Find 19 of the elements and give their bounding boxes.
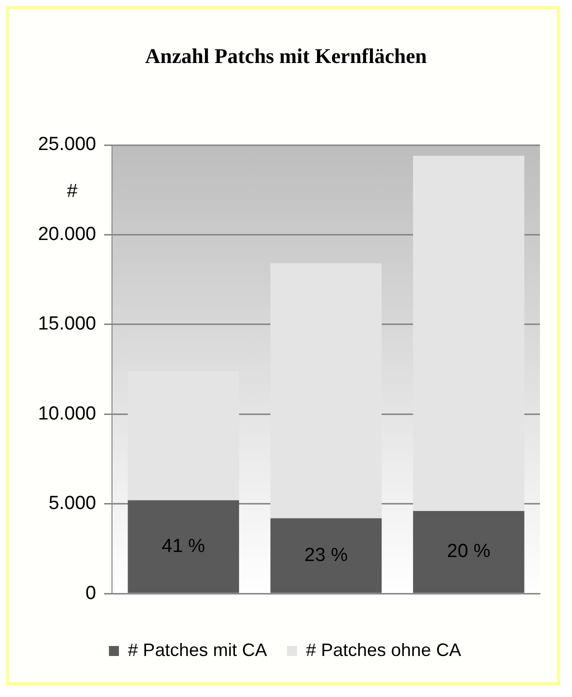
bar — [413, 156, 524, 512]
y-tick-label: 5.000 — [48, 493, 96, 514]
y-axis-title: # — [66, 181, 78, 202]
legend-label: # Patches ohne CA — [306, 640, 462, 660]
y-tick-label: 15.000 — [38, 314, 96, 335]
y-tick-label: 25.000 — [38, 134, 96, 156]
bar — [413, 511, 524, 593]
annotation: 20 % — [447, 541, 490, 562]
annotation: 23 % — [304, 544, 348, 566]
y-tick-label: 10.000 — [38, 403, 96, 424]
chart-title: Anzahl Patchs mit Kernflächen — [144, 44, 428, 69]
bar — [128, 500, 240, 593]
bar — [270, 263, 382, 518]
y-tick-label: 20.000 — [38, 224, 96, 245]
annotation: 41 % — [162, 536, 206, 557]
legend-label: # Patches mit CA — [128, 640, 267, 660]
bar — [128, 371, 240, 500]
bar — [270, 518, 382, 593]
y-tick-label: 0 — [86, 582, 96, 604]
